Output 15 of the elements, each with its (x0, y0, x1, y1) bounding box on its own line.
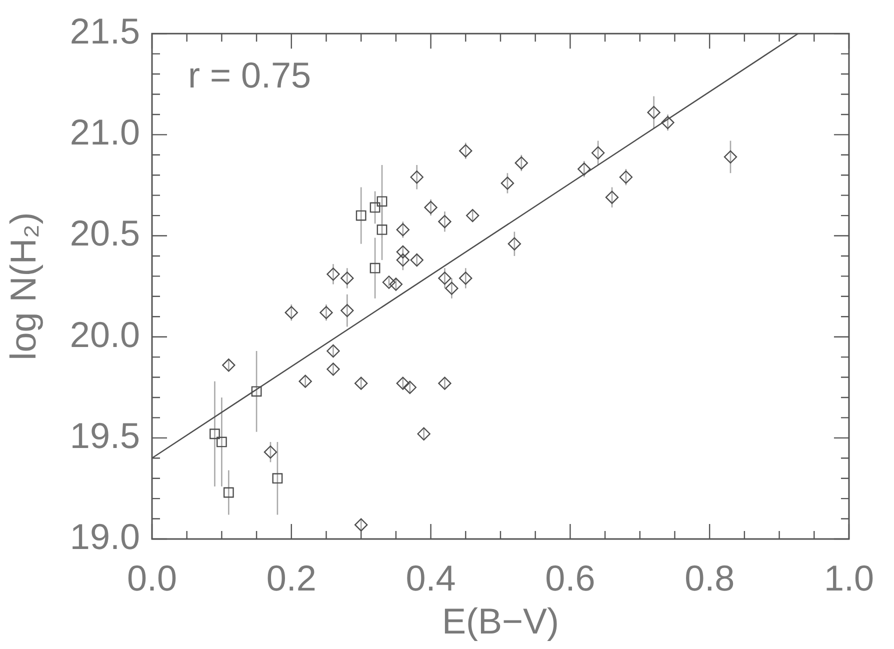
x-tick-label: 0.6 (545, 558, 596, 599)
y-tick-label: 21.0 (70, 112, 140, 153)
x-axis-title: E(B−V) (442, 600, 560, 642)
y-tick-label: 20.5 (70, 212, 140, 254)
x-tick-label: 0.4 (406, 558, 456, 599)
x-tick-label: 1.0 (824, 558, 874, 599)
y-tick-label: 19.0 (70, 516, 140, 557)
y-tick-label: 19.5 (70, 414, 140, 456)
y-tick-label: 21.5 (70, 10, 140, 52)
x-tick-label: 0.8 (684, 558, 735, 599)
y-axis-title: log N(H₂) (2, 212, 44, 360)
x-tick-label: 0.0 (126, 558, 178, 599)
y-tick-label: 20.0 (70, 314, 140, 355)
x-tick-label: 0.2 (266, 558, 316, 599)
annotation: r = 0.75 (188, 54, 312, 96)
